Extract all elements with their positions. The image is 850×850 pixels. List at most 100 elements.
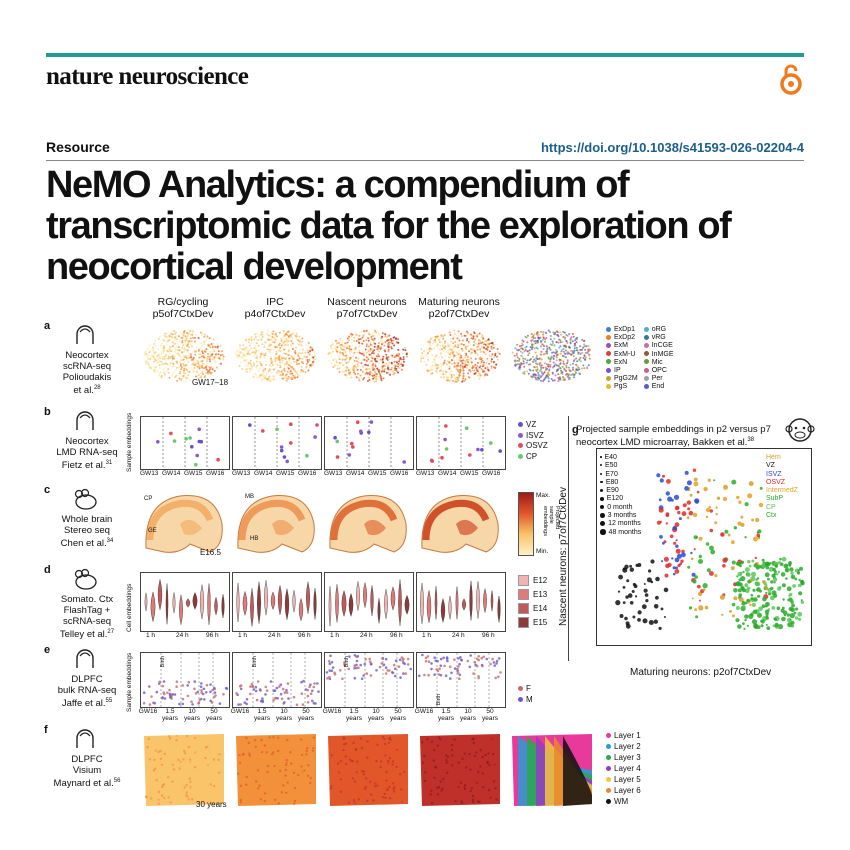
cell-point (453, 376, 456, 379)
cell-point (533, 358, 536, 361)
cell-point (370, 335, 373, 338)
visium-panel (508, 730, 596, 808)
cell-point (536, 358, 539, 360)
sample-point (773, 581, 776, 584)
cell-point (212, 338, 215, 341)
cell-point (178, 335, 180, 338)
cell-point (208, 358, 211, 361)
sample-point (359, 663, 362, 667)
cell-point (291, 342, 294, 345)
cell-point (478, 374, 481, 377)
cell-point (179, 358, 182, 361)
cell-point (342, 348, 345, 351)
sample-point (740, 522, 745, 527)
cell-point (212, 348, 215, 351)
cell-point (164, 335, 167, 338)
cell-point (259, 363, 262, 365)
cell-point (479, 374, 482, 377)
cell-point (272, 330, 275, 333)
violin (179, 594, 183, 625)
sample-point (744, 601, 748, 605)
cell-point (443, 376, 445, 379)
sample-point (675, 566, 678, 570)
sample-point (662, 474, 665, 478)
sample-point (772, 577, 778, 582)
cell-point (515, 354, 518, 357)
cell-point (203, 363, 206, 366)
sample-point (773, 593, 778, 598)
sample-point (737, 588, 742, 593)
sample-point (772, 567, 776, 572)
sample-point (279, 445, 284, 449)
cell-point (476, 345, 479, 348)
tick-label: GW16 (206, 470, 225, 477)
cell-point (466, 359, 468, 362)
sample-point (642, 618, 648, 624)
cell-point (168, 348, 171, 351)
cell-point (566, 342, 569, 344)
cell-point (475, 352, 478, 355)
sample-point (663, 616, 666, 618)
cell-point (442, 343, 445, 346)
cell-point (190, 340, 193, 343)
cell-point (544, 338, 547, 341)
y-axis-label: Cell embeddings (126, 583, 133, 632)
cell-point (435, 354, 438, 357)
cell-point (179, 361, 182, 364)
cell-point (511, 351, 514, 354)
cell-point (345, 369, 347, 372)
sample-point (158, 680, 161, 684)
cell-point (278, 344, 280, 347)
cell-point (573, 342, 576, 345)
sample-point (453, 667, 457, 670)
cell-point (421, 351, 424, 354)
cell-point (538, 369, 541, 372)
cell-point (182, 363, 185, 365)
cell-point (566, 362, 569, 365)
sample-point (740, 573, 743, 576)
cell-point (552, 356, 555, 359)
sample-point (306, 694, 310, 698)
cell-point (147, 347, 149, 350)
cell-point (462, 359, 465, 362)
doi-link[interactable]: https://doi.org/10.1038/s41593-026-02204… (540, 140, 804, 155)
cell-point (350, 338, 353, 341)
cell-point (267, 329, 269, 332)
sample-point (794, 616, 799, 620)
cell-point (479, 365, 482, 368)
cell-point (185, 355, 188, 358)
cell-point (185, 377, 188, 380)
cell-point (286, 360, 288, 363)
cell-point (261, 333, 264, 336)
cell-point (219, 344, 222, 347)
cell-point (545, 363, 548, 366)
cell-point (182, 358, 185, 361)
cell-point (456, 346, 459, 349)
cell-point (453, 329, 456, 332)
tick-label: GW15 (460, 470, 479, 477)
cell-point (214, 361, 217, 364)
sample-point (169, 696, 172, 699)
cell-point (579, 356, 582, 359)
sample-point (767, 592, 772, 596)
cell-point (553, 354, 555, 357)
cell-point (487, 369, 490, 372)
violin (390, 586, 396, 611)
mouse-icon (74, 568, 97, 590)
cell-point (398, 360, 401, 363)
cell-point (490, 358, 493, 361)
cell-point (171, 341, 174, 344)
cell-point (375, 380, 377, 383)
cell-point (464, 361, 467, 364)
cell-point (334, 358, 337, 361)
cell-point (538, 362, 541, 365)
cell-point (271, 378, 274, 381)
cell-point (353, 336, 356, 339)
cell-point (430, 337, 433, 340)
cell-point (273, 341, 276, 344)
cell-point (197, 377, 200, 380)
cell-point (532, 334, 535, 337)
cell-point (255, 349, 258, 352)
cell-point (270, 371, 273, 374)
cell-point (560, 369, 563, 372)
